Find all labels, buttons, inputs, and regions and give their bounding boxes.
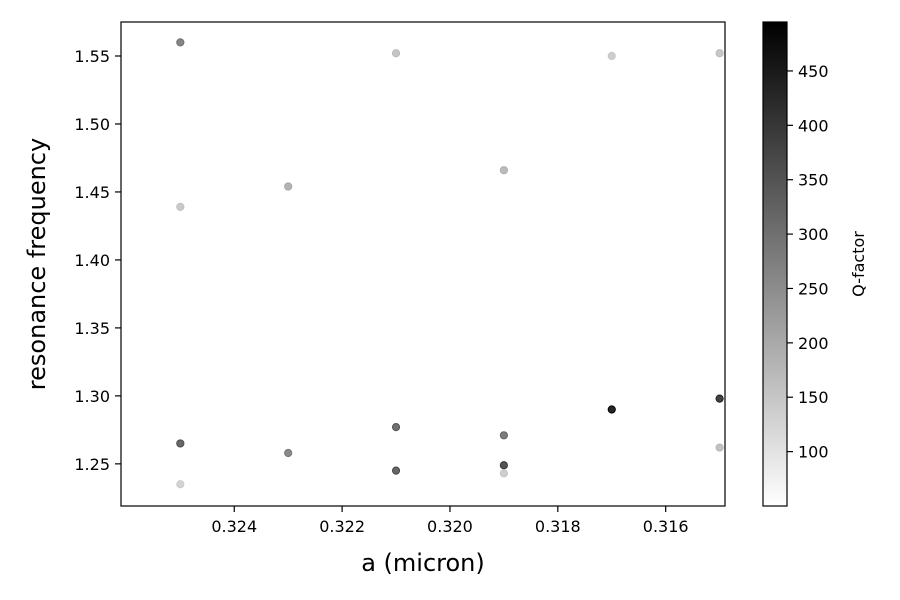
colorbar-gradient [763,22,787,506]
x-axis-title: a (micron) [361,549,485,577]
plot-frame [120,21,726,507]
colorbar-title: Q-factor [849,231,868,297]
colorbar-frame [762,21,788,507]
data-point [284,448,293,458]
data-point [499,469,508,478]
data-point [284,182,293,191]
data-point [715,49,724,58]
colorbar-tick-label: 150 [798,388,829,407]
colorbar: 100 150 200 250 300 350 400 450 Q-factor [762,21,868,507]
data-point [176,202,185,211]
colorbar-tick-label: 100 [798,443,829,462]
data-point [391,423,401,432]
x-tick-label: 0.318 [535,517,581,536]
colorbar-tick-label: 450 [798,62,829,81]
x-tick-label: 0.322 [319,517,365,536]
data-point [607,51,616,61]
y-tick-label: 1.50 [74,115,110,134]
y-axis-ticks: 1.25 1.30 1.35 1.40 1.45 1.50 1.55 [74,47,121,474]
data-point [715,394,724,403]
x-tick-label: 0.320 [427,517,473,536]
data-point [391,49,401,58]
y-tick-label: 1.30 [74,387,110,406]
data-point [607,405,616,414]
x-tick-label: 0.316 [643,517,689,536]
data-points [176,38,724,489]
data-point [176,38,185,47]
data-point [391,466,401,475]
colorbar-ticks: 100 150 200 250 300 350 400 450 [787,62,829,462]
colorbar-tick-label: 400 [798,116,829,135]
colorbar-tick-label: 200 [798,334,829,353]
y-tick-label: 1.25 [74,455,110,474]
data-point [176,439,185,448]
x-tick-label: 0.324 [211,517,257,536]
y-tick-label: 1.55 [74,47,110,66]
y-tick-label: 1.35 [74,319,110,338]
colorbar-tick-label: 300 [798,225,829,244]
y-tick-label: 1.40 [74,251,110,270]
colorbar-tick-label: 250 [798,279,829,298]
x-axis-ticks: 0.324 0.322 0.320 0.318 0.316 [211,506,689,536]
y-tick-label: 1.45 [74,183,110,202]
plot-area: 0.324 0.322 0.320 0.318 0.316 1.251.301.351.… [74,21,726,536]
data-point [715,443,724,452]
colorbar-tick-label: 350 [798,171,829,190]
data-point [176,480,185,489]
data-point [499,166,508,175]
data-point [499,431,508,440]
data-point [499,461,508,470]
y-axis-title: resonance frequency [23,138,51,390]
